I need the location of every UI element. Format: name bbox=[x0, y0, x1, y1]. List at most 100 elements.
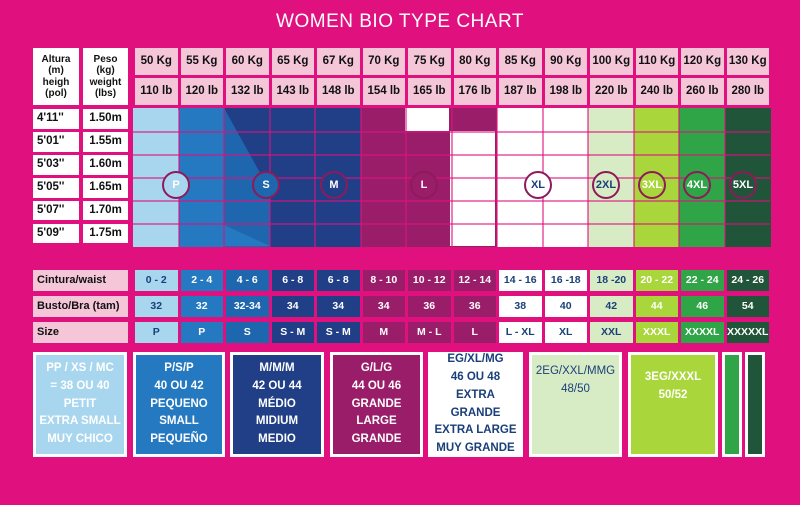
legend-xxxl: 3EG/XXXL 50/52 bbox=[628, 352, 718, 457]
weight-lb-header: 176 lb bbox=[453, 78, 496, 105]
legend-m-line3: MÉDIO bbox=[258, 397, 296, 410]
weight-kg-header: 130 Kg bbox=[726, 48, 769, 75]
busto-cell: 34 bbox=[317, 296, 360, 317]
size-cell: XXXXXL bbox=[726, 322, 769, 343]
size-cell: M bbox=[362, 322, 405, 343]
legend-eg-line4: EXTRA LARGE bbox=[434, 424, 517, 437]
height-ft-cell: 5'05'' bbox=[33, 177, 79, 198]
grid-line bbox=[359, 108, 362, 248]
weight-kg-header: 70 Kg bbox=[362, 48, 405, 75]
diagonal-band bbox=[450, 108, 495, 131]
legend-m: M/M/M 42 OU 44 MÉDIO MIDIUM MEDIO bbox=[230, 352, 324, 457]
height-m-cell: 1.60m bbox=[83, 154, 128, 175]
cintura-cell: 4 - 6 bbox=[226, 270, 269, 291]
busto-cell: 32-34 bbox=[226, 296, 269, 317]
size-cell: XL bbox=[544, 322, 587, 343]
cintura-cell: 6 - 8 bbox=[271, 270, 314, 291]
busto-cell: 42 bbox=[590, 296, 633, 317]
cintura-cell: 22 - 24 bbox=[681, 270, 724, 291]
weight-lb-header: 132 lb bbox=[226, 78, 269, 105]
legend-xxl-line1: 2EG/XXL/MMG bbox=[535, 365, 616, 377]
legend-g-line3: GRANDE bbox=[351, 397, 402, 410]
legend-pp-line2: = 38 OU 40 bbox=[50, 379, 110, 392]
size-cell: S bbox=[226, 322, 269, 343]
size-cell: P bbox=[180, 322, 223, 343]
grid-line bbox=[405, 108, 407, 248]
busto-label: Busto/Bra (tam) bbox=[33, 296, 128, 317]
height-ft-cell: 4'11'' bbox=[33, 109, 79, 129]
legend-p-line4: SMALL bbox=[159, 415, 199, 428]
cintura-cell: 16 -18 bbox=[544, 270, 587, 291]
grid-line bbox=[496, 108, 498, 248]
legend-pp: PP / XS / MC = 38 OU 40 PETIT EXTRA SMAL… bbox=[33, 352, 127, 457]
legend-m-line2: 42 OU 44 bbox=[252, 379, 302, 392]
legend-g: G/L/G 44 OU 46 GRANDE LARGE GRANDE bbox=[330, 352, 423, 457]
height-m-cell: 1.55m bbox=[83, 131, 128, 152]
legend-eg-line1: EG/XL/MG bbox=[447, 353, 504, 366]
weight-lb-header: 154 lb bbox=[362, 78, 405, 105]
legend-p-line2: 40 OU 42 bbox=[154, 379, 204, 392]
legend-eg-line5: MUY GRANDE bbox=[436, 442, 515, 455]
busto-cell: 34 bbox=[362, 296, 405, 317]
size-label: Size bbox=[33, 322, 128, 343]
size-cell: S - M bbox=[271, 322, 314, 343]
cintura-cell: 0 - 2 bbox=[135, 270, 178, 291]
grid-line bbox=[450, 108, 453, 248]
grid-line bbox=[314, 108, 316, 248]
weight-kg-header: 55 Kg bbox=[180, 48, 223, 75]
size-circle-3xl: 3XL bbox=[638, 171, 666, 199]
weight-kg-header: 65 Kg bbox=[271, 48, 314, 75]
legend-m-line5: MEDIO bbox=[258, 433, 296, 446]
legend-eg-line2: 46 OU 48 bbox=[450, 370, 501, 383]
height-m-cell: 1.70m bbox=[83, 200, 128, 221]
busto-cell: 54 bbox=[726, 296, 769, 317]
legend-p-line1: P/S/P bbox=[164, 361, 194, 374]
weight-kg-header: 110 Kg bbox=[635, 48, 678, 75]
legend-m-line1: M/M/M bbox=[259, 361, 295, 374]
peso-header-text: Peso (kg) weight (lbs) bbox=[89, 53, 122, 100]
cintura-cell: 10 - 12 bbox=[408, 270, 451, 291]
size-cell: L bbox=[453, 322, 496, 343]
legend-pp-line5: MUY CHICO bbox=[47, 433, 113, 446]
busto-cell: 34 bbox=[271, 296, 314, 317]
size-cell: M - L bbox=[408, 322, 451, 343]
weight-lb-header: 143 lb bbox=[271, 78, 314, 105]
legend-xxxl-line1: 3EG/XXXL bbox=[644, 371, 702, 383]
legend-g-line5: GRANDE bbox=[351, 433, 402, 446]
legend-xxxl-line2: 50/52 bbox=[658, 388, 688, 401]
diagonal-band bbox=[405, 108, 449, 131]
size-circle-m: M bbox=[320, 171, 348, 199]
size-cell: P bbox=[135, 322, 178, 343]
busto-cell: 32 bbox=[135, 296, 178, 317]
grid-line bbox=[587, 108, 589, 248]
weight-lb-header: 198 lb bbox=[544, 78, 587, 105]
altura-header-text: Altura (m) heigh (pol) bbox=[41, 53, 71, 100]
cintura-cell: 8 - 10 bbox=[362, 270, 405, 291]
legend-pp-line1: PP / XS / MC bbox=[46, 361, 114, 374]
legend-p-line5: PEQUEÑO bbox=[150, 433, 208, 446]
cintura-cell: 14 - 16 bbox=[499, 270, 542, 291]
grid-line bbox=[723, 108, 726, 248]
busto-cell: 32 bbox=[180, 296, 223, 317]
grid-line bbox=[632, 108, 635, 248]
legend-xxl-line2: 48/50 bbox=[561, 382, 590, 395]
size-cell: L - XL bbox=[499, 322, 542, 343]
legend-5xl-swatch bbox=[745, 352, 765, 457]
busto-cell: 40 bbox=[544, 296, 587, 317]
busto-cell: 38 bbox=[499, 296, 542, 317]
legend-p-line3: PEQUENO bbox=[150, 397, 208, 410]
cintura-cell: 2 - 4 bbox=[180, 270, 223, 291]
weight-lb-header: 260 lb bbox=[681, 78, 724, 105]
busto-cell: 36 bbox=[408, 296, 451, 317]
size-circle-5xl: 5XL bbox=[729, 171, 757, 199]
diagonal-band bbox=[450, 131, 495, 246]
height-ft-cell: 5'03'' bbox=[33, 154, 79, 175]
legend-eg-line3: EXTRA GRANDE bbox=[450, 388, 501, 419]
legend-xxl: 2EG/XXL/MMG 48/50 bbox=[529, 352, 622, 457]
weight-lb-header: 220 lb bbox=[590, 78, 633, 105]
size-cell: XXXL bbox=[635, 322, 678, 343]
height-ft-cell: 5'09'' bbox=[33, 223, 79, 244]
weight-lb-header: 110 lb bbox=[135, 78, 178, 105]
altura-header: Altura (m) heigh (pol) bbox=[33, 48, 79, 105]
legend-pp-line4: EXTRA SMALL bbox=[39, 415, 121, 428]
